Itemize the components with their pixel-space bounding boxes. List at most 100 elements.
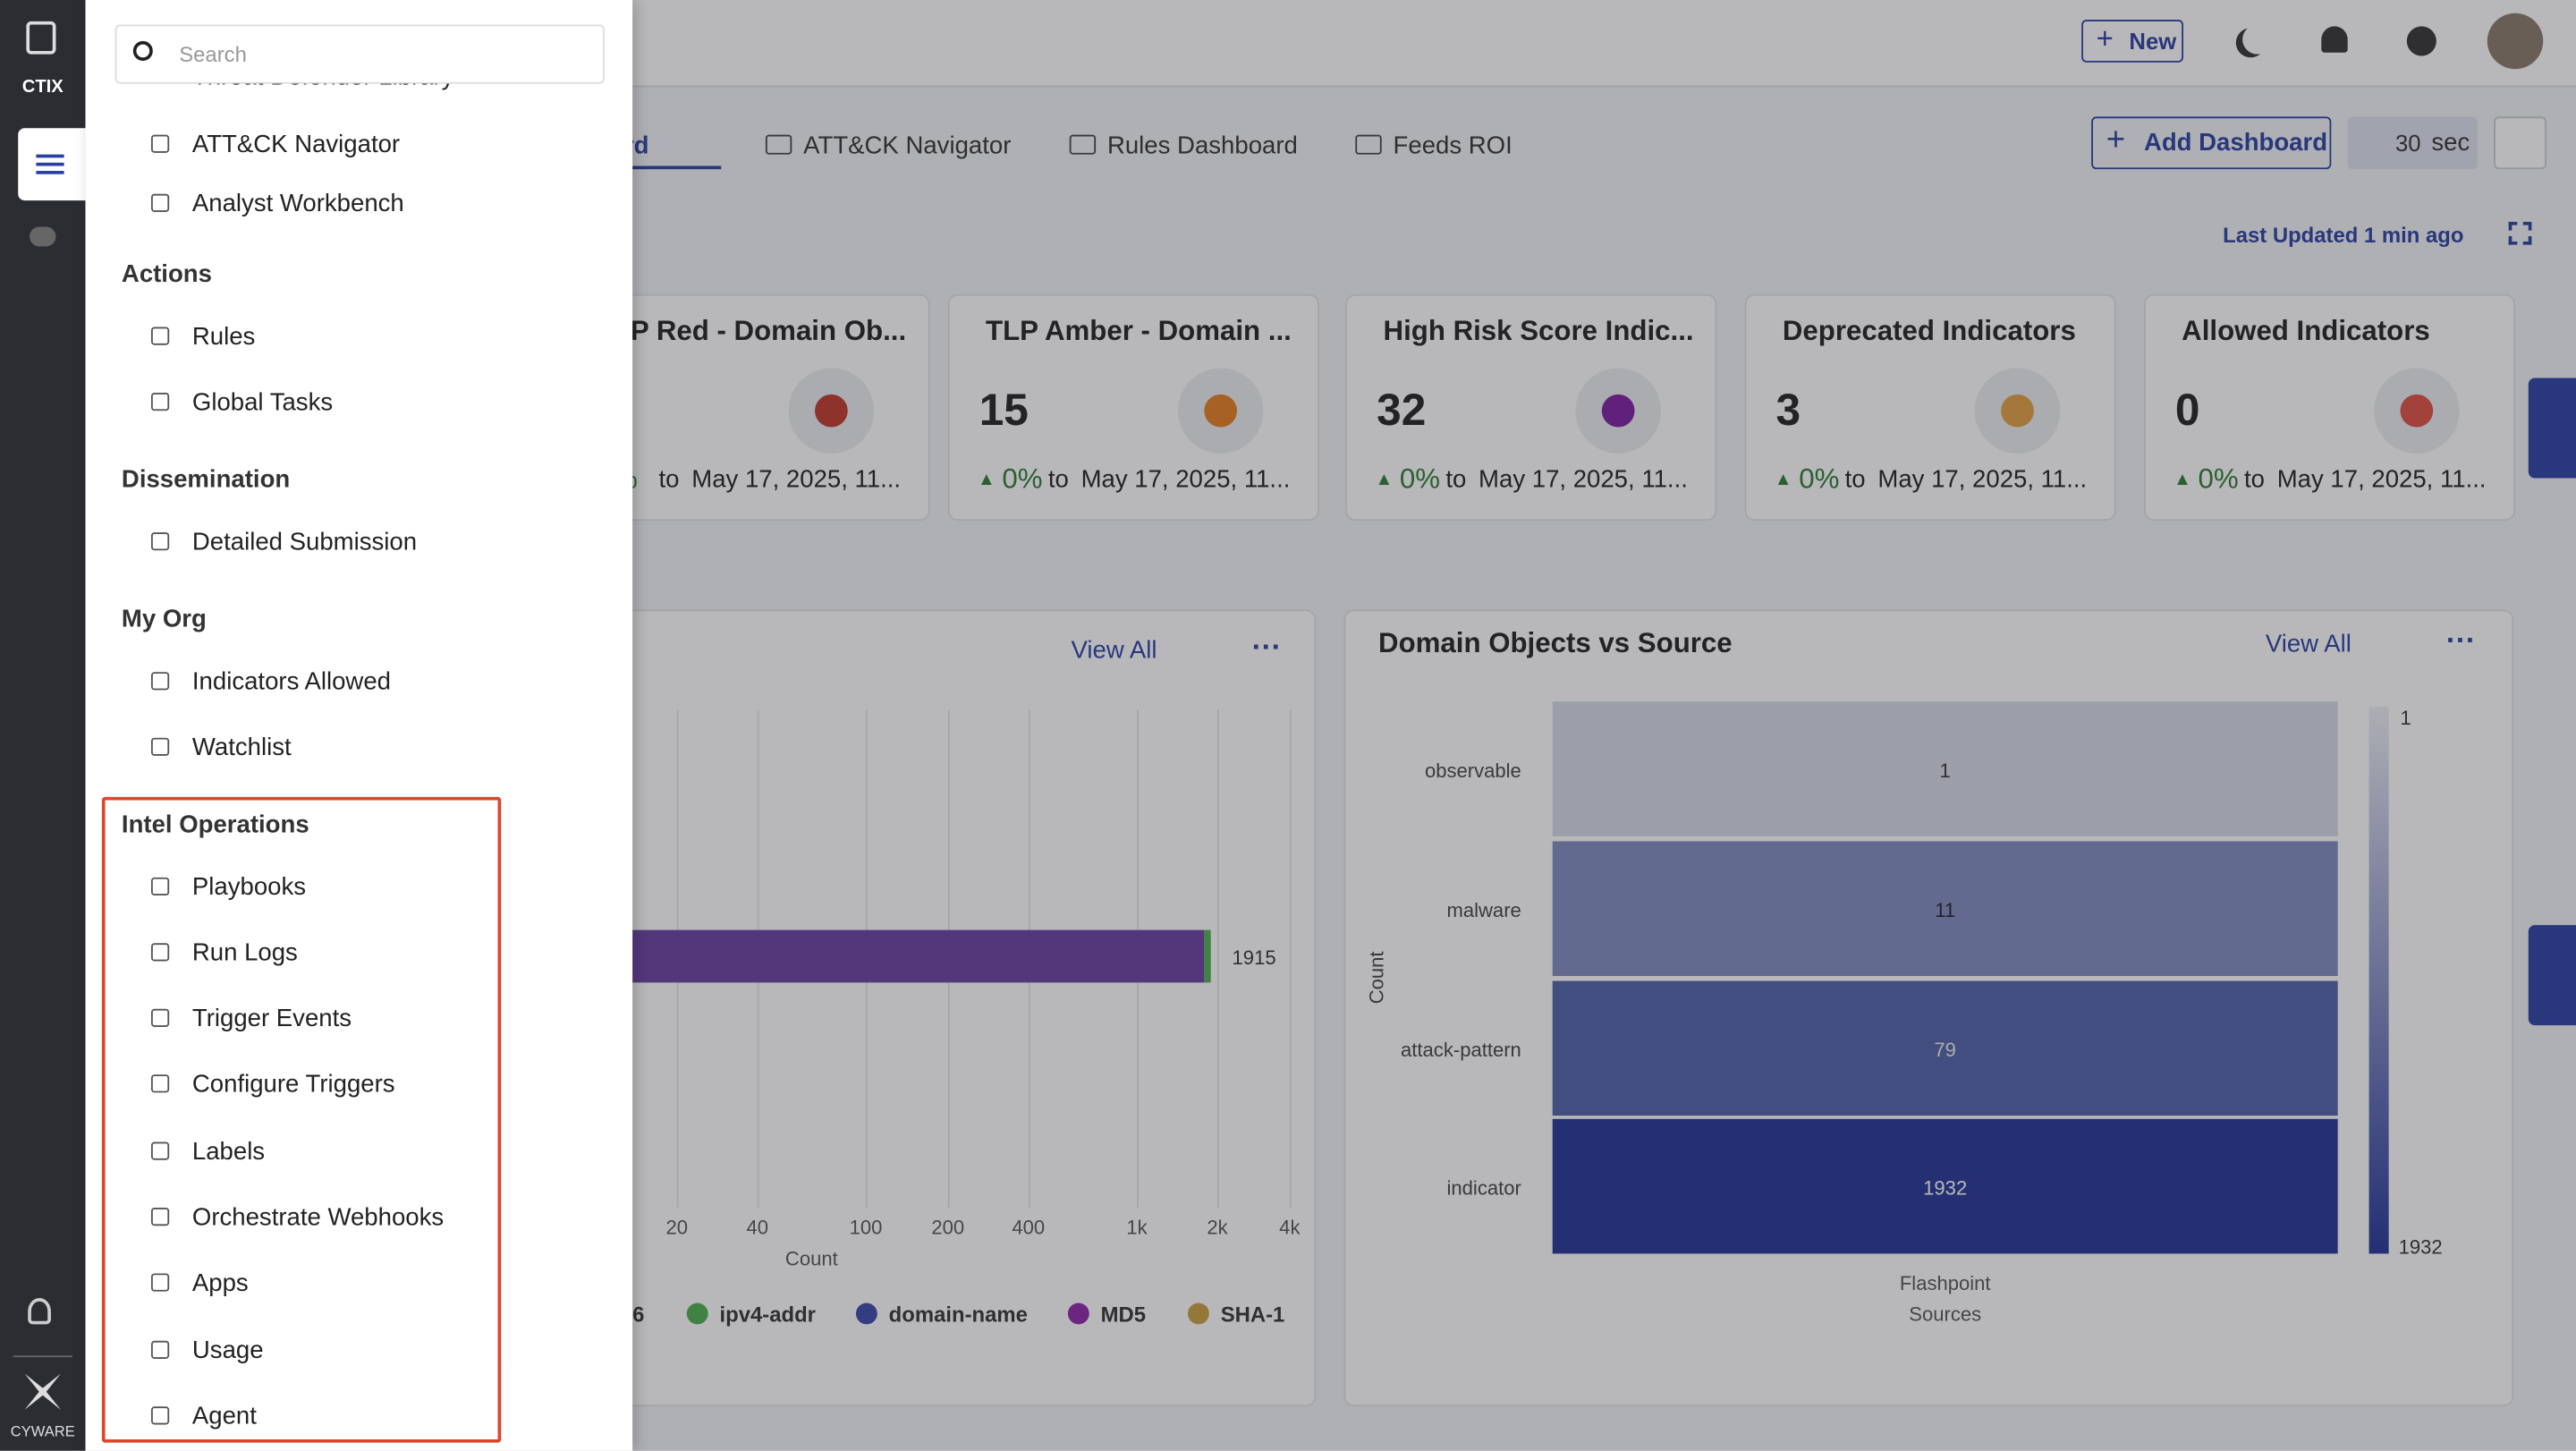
legend-label[interactable]: SHA-1 <box>1220 1302 1285 1328</box>
section-header[interactable]: Dissemination <box>121 465 291 494</box>
section-header[interactable]: My Org <box>121 605 207 634</box>
side-rail: CTIX CYWARE <box>0 0 86 1451</box>
cyware-logo <box>24 1373 61 1410</box>
card-to: to <box>1047 465 1069 494</box>
tip[interactable] <box>2494 116 2546 170</box>
avatar[interactable] <box>2487 13 2544 70</box>
menu-icon <box>150 134 170 153</box>
up-arrow: ▲ <box>977 470 996 490</box>
card-icon-dot <box>815 394 848 428</box>
menu-icon <box>150 942 170 962</box>
menu-item[interactable]: Rules <box>191 322 256 351</box>
tab[interactable]: Feeds ROI <box>1393 132 1513 161</box>
x-tick: 20 <box>665 1216 689 1239</box>
footer-text: CYWARE <box>10 1422 75 1439</box>
section-header[interactable]: Actions <box>121 260 212 289</box>
menu-item[interactable]: Trigger Events <box>191 1005 352 1033</box>
legend-label[interactable]: 6 <box>632 1302 645 1328</box>
cell-label: 79 <box>1934 1038 1956 1062</box>
card-to: to <box>1445 465 1467 494</box>
menu-item[interactable]: ATT&CK Navigator <box>191 131 401 159</box>
scale-min: 1 <box>2400 706 2411 730</box>
add-dashboard[interactable]: Add Dashboard + <box>2091 116 2332 170</box>
kpi-card[interactable]: Deprecated Indicators 3 ▲ 0% to May 17, 2025,… <box>1744 293 2116 522</box>
legend-label[interactable]: domain-name <box>888 1302 1028 1328</box>
view-all[interactable]: View All <box>2265 630 2351 658</box>
cell-label: 1 <box>1939 759 1951 783</box>
card-icon <box>1177 368 1264 454</box>
bell-icon[interactable] <box>2321 26 2348 53</box>
card-value: 3 <box>1775 385 1801 435</box>
grid-line <box>1217 709 1219 1209</box>
scale-max: 1932 <box>2398 1235 2443 1259</box>
new-label: New <box>2129 28 2177 55</box>
menu-item[interactable]: Orchestrate Webhooks <box>191 1203 445 1232</box>
menu-item[interactable]: Configure Triggers <box>191 1071 395 1099</box>
nav-icon[interactable] <box>30 226 56 247</box>
next-arrow[interactable] <box>2528 925 2576 1026</box>
legend-label[interactable]: MD5 <box>1100 1302 1147 1328</box>
card-change: 0% <box>1002 462 1043 495</box>
more[interactable]: ··· <box>1251 630 1282 664</box>
menu-item[interactable]: Agent <box>191 1402 257 1430</box>
cell-label: 1932 <box>1923 1176 1968 1200</box>
view-all[interactable]: View All <box>1071 636 1157 665</box>
section-header[interactable]: Intel Operations <box>121 810 309 839</box>
fullscreen[interactable] <box>2508 221 2532 245</box>
card-to: to <box>2243 465 2265 494</box>
more[interactable]: ··· <box>2445 624 2476 657</box>
kpi-card[interactable]: TLP Amber - Domain ... 15 ▲ 0% to May 17, 202… <box>947 293 1319 522</box>
highlight-box <box>101 796 502 1443</box>
menu-icon <box>150 1274 170 1293</box>
x-sublabel: Sources <box>1909 1303 1982 1327</box>
menu-item[interactable]: Usage <box>191 1336 264 1364</box>
card-value: 32 <box>1377 385 1427 435</box>
plus: + <box>2106 122 2126 159</box>
card-icon <box>2374 368 2460 454</box>
tab[interactable]: ATT&CK Navigator <box>803 132 1012 161</box>
tab-icon <box>765 134 792 155</box>
help-icon[interactable] <box>2406 26 2436 56</box>
card-title: High Risk Score Indic... <box>1383 315 1694 347</box>
card-icon-dot <box>1204 394 1238 428</box>
next-arrow[interactable] <box>2528 378 2576 479</box>
menu-item[interactable]: Analyst Workbench <box>191 190 404 218</box>
card-date: May 17, 2025, 11... <box>1877 465 2088 494</box>
x-tick: 4k <box>1279 1216 1301 1239</box>
menu-item[interactable]: Detailed Submission <box>191 527 418 556</box>
legend-dot <box>1067 1303 1089 1325</box>
legend-dot <box>855 1303 877 1325</box>
legend-label[interactable]: ipv4-addr <box>719 1302 816 1328</box>
menu-icon <box>150 1340 170 1359</box>
search-box[interactable]: Search <box>114 24 605 84</box>
add-label: Add Dashboard <box>2143 129 2328 157</box>
up-arrow: ▲ <box>1375 470 1394 490</box>
kpi-card[interactable]: Allowed Indicators 0 ▲ 0% to May 17, 2025, 11… <box>2143 293 2516 522</box>
menu-item[interactable]: Playbooks <box>191 872 307 901</box>
menu-item[interactable]: Labels <box>191 1137 266 1166</box>
menu-item[interactable]: Global Tasks <box>191 388 334 417</box>
menu-item[interactable]: Run Logs <box>191 938 298 967</box>
kpi-card[interactable]: High Risk Score Indic... 32 ▲ 0% to May 17, 2… <box>1345 293 1717 522</box>
card-icon-dot <box>2001 394 2034 428</box>
card-change: 0% <box>1799 462 1840 495</box>
new-button[interactable]: New + <box>2081 20 2184 63</box>
menu-item[interactable]: Apps <box>191 1269 249 1298</box>
user-icon[interactable] <box>28 1298 51 1325</box>
tab[interactable]: Rules Dashboard <box>1106 132 1298 161</box>
menu-toggle[interactable] <box>18 128 86 201</box>
card-icon-dot <box>1601 394 1635 428</box>
x-label: Count <box>784 1247 838 1270</box>
menu-icon <box>150 1141 170 1160</box>
menu-item[interactable]: Indicators Allowed <box>191 666 391 695</box>
tab-icon <box>1069 134 1097 155</box>
grid-line <box>1289 709 1292 1209</box>
card-icon-dot <box>2400 394 2434 428</box>
card-to: to <box>658 465 680 494</box>
nav-menu: Threat Defender LibrarySearchATT&CK Navi… <box>85 0 633 1451</box>
x-tick: 400 <box>1012 1216 1046 1239</box>
plus: + <box>2096 21 2114 55</box>
menu-icon <box>150 392 170 411</box>
menu-item[interactable]: Watchlist <box>191 733 292 761</box>
interval[interactable]: 30 sec <box>2347 116 2478 170</box>
